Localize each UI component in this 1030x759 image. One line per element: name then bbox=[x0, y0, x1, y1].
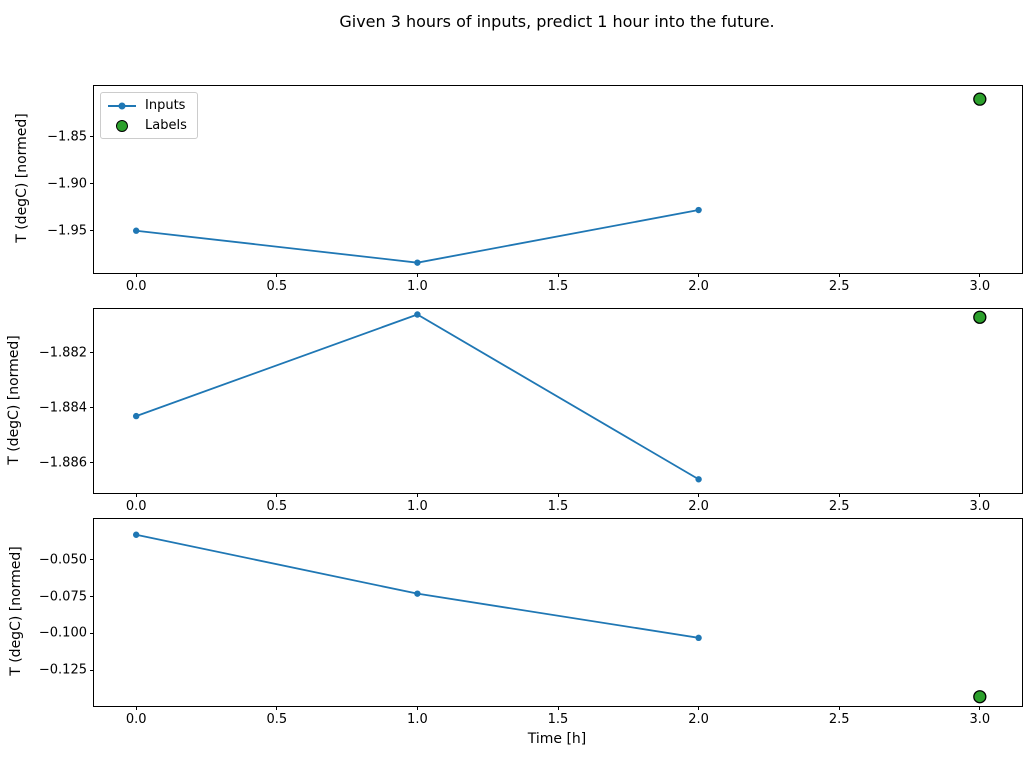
x-tick bbox=[979, 273, 981, 277]
x-tick-label: 3.0 bbox=[969, 279, 991, 294]
y-tick bbox=[90, 559, 94, 561]
x-tick bbox=[979, 493, 981, 497]
y-tick-label: −1.886 bbox=[38, 455, 87, 471]
y-tick bbox=[90, 407, 94, 409]
x-tick bbox=[416, 273, 418, 277]
y-tick bbox=[90, 596, 94, 598]
x-tick bbox=[135, 273, 137, 277]
input-point bbox=[132, 227, 140, 234]
subplot-1: Inputs Labels 0.0 0.5 1.0 1.5 2.0 2.5 3.0 −1.85… bbox=[47, 85, 1023, 294]
x-tick bbox=[276, 706, 278, 710]
x-tick bbox=[557, 273, 559, 277]
x-tick bbox=[698, 706, 700, 710]
x-tick-label: 2.5 bbox=[828, 712, 850, 727]
x-tick bbox=[135, 493, 137, 497]
y-tick bbox=[90, 462, 94, 464]
x-tick-label: 1.0 bbox=[407, 499, 428, 514]
labels-circle-icon bbox=[108, 119, 136, 133]
inputs-line bbox=[136, 209, 699, 264]
label-point bbox=[973, 92, 987, 106]
y-tick-label: −1.85 bbox=[47, 129, 87, 145]
x-axis-label: Time [h] bbox=[527, 731, 587, 747]
inputs-line-dot-icon bbox=[108, 99, 136, 113]
x-tick-label: 2.0 bbox=[688, 712, 709, 727]
subplot-3: 0.0 0.5 1.0 1.5 2.0 2.5 3.0 −0.050 −0.075 −0.100 −… bbox=[39, 518, 1023, 727]
y-tick bbox=[90, 632, 94, 634]
subplot-2: 0.0 0.5 1.0 1.5 2.0 2.5 3.0 −1.882 −1.884 −1.886 bbox=[39, 308, 1023, 514]
x-tick-label: 0.5 bbox=[266, 712, 288, 727]
inputs-line bbox=[135, 533, 699, 639]
legend-label-inputs: Inputs bbox=[145, 98, 186, 113]
y-tick-label: −0.050 bbox=[38, 552, 87, 568]
x-tick-label: 3.0 bbox=[969, 499, 991, 514]
input-point bbox=[695, 634, 702, 642]
x-tick bbox=[698, 493, 700, 497]
y-tick-label: −1.95 bbox=[47, 223, 87, 239]
legend-item-inputs: Inputs bbox=[108, 98, 187, 113]
x-tick bbox=[276, 273, 278, 277]
x-tick bbox=[838, 493, 840, 497]
y-tick-label: −1.90 bbox=[47, 176, 87, 192]
x-tick-label: 1.5 bbox=[547, 499, 569, 514]
y-tick-label: −0.100 bbox=[38, 625, 87, 641]
y-tick-label: −1.884 bbox=[38, 400, 87, 416]
y-tick-label: −0.125 bbox=[38, 662, 87, 678]
x-tick-label: 0.5 bbox=[266, 279, 288, 294]
label-point bbox=[973, 690, 987, 704]
y-tick bbox=[90, 230, 94, 232]
x-tick bbox=[557, 493, 559, 497]
y-axis-label-1: T (degC) [normed] bbox=[14, 113, 30, 243]
label-point bbox=[973, 310, 987, 324]
x-tick bbox=[557, 706, 559, 710]
x-tick-label: 0.0 bbox=[125, 712, 147, 727]
x-tick-label: 0.5 bbox=[266, 499, 288, 514]
y-tick bbox=[90, 183, 94, 185]
y-axis-label-3: T (degC) [normed] bbox=[8, 546, 24, 676]
y-axis-label-2: T (degC) [normed] bbox=[6, 335, 22, 465]
y-tick-label: −0.075 bbox=[38, 589, 87, 605]
x-tick-label: 1.0 bbox=[407, 279, 428, 294]
input-point bbox=[695, 476, 702, 483]
inputs-series-svg bbox=[132, 92, 987, 266]
legend-label-labels: Labels bbox=[145, 118, 187, 133]
x-tick-label: 3.0 bbox=[969, 712, 991, 727]
x-tick bbox=[135, 706, 137, 710]
x-tick-label: 0.0 bbox=[125, 279, 147, 294]
x-tick-label: 1.5 bbox=[547, 712, 569, 727]
plot-area-2 bbox=[94, 309, 1022, 493]
x-tick-label: 1.5 bbox=[547, 279, 569, 294]
plot-area-3 bbox=[94, 519, 1022, 706]
x-tick bbox=[698, 273, 700, 277]
legend: Inputs Labels bbox=[100, 92, 198, 139]
input-point bbox=[414, 590, 421, 597]
x-tick-label: 2.0 bbox=[688, 499, 709, 514]
input-point bbox=[414, 259, 421, 266]
x-tick-label: 2.0 bbox=[688, 279, 709, 294]
x-tick-label: 0.0 bbox=[125, 499, 147, 514]
legend-item-labels: Labels bbox=[108, 118, 187, 133]
inputs-line bbox=[135, 313, 700, 481]
input-point bbox=[414, 311, 421, 318]
x-tick bbox=[416, 706, 418, 710]
x-tick bbox=[276, 493, 278, 497]
y-tick bbox=[90, 669, 94, 671]
x-tick-label: 2.5 bbox=[828, 279, 850, 294]
x-tick bbox=[838, 273, 840, 277]
y-tick bbox=[90, 352, 94, 354]
x-tick-label: 2.5 bbox=[828, 499, 850, 514]
plot-area-1 bbox=[94, 86, 1022, 273]
x-tick bbox=[979, 706, 981, 710]
x-tick bbox=[416, 493, 418, 497]
y-tick-label: −1.882 bbox=[38, 345, 87, 361]
input-point bbox=[132, 412, 140, 420]
inputs-series-svg bbox=[132, 531, 987, 704]
input-point bbox=[695, 206, 702, 214]
y-tick bbox=[90, 136, 94, 138]
inputs-series-svg bbox=[132, 310, 987, 483]
figure-title: Given 3 hours of inputs, predict 1 hour … bbox=[339, 12, 775, 31]
x-tick bbox=[838, 706, 840, 710]
input-point bbox=[132, 531, 140, 538]
x-tick-label: 1.0 bbox=[407, 712, 428, 727]
